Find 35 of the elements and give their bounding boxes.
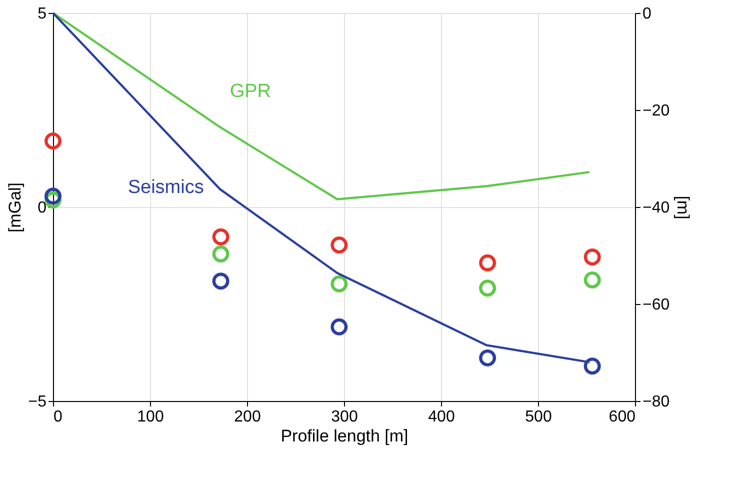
point: [584, 248, 601, 266]
x-tick-label: 0: [54, 408, 62, 426]
point: [479, 254, 496, 272]
y-axis-title: [mGal]: [5, 182, 24, 233]
y2-tick-label: −40: [642, 200, 670, 216]
x-tick-label: 500: [525, 408, 552, 426]
point: [584, 271, 601, 288]
point: [330, 318, 348, 336]
point: [212, 245, 230, 262]
point: [330, 275, 348, 292]
x-tick-label: 600: [608, 408, 636, 426]
x-axis-title: Profile length [m]: [280, 426, 408, 446]
y-tick-label: 5: [38, 6, 47, 22]
y2-tick-label: −60: [642, 296, 670, 314]
point: [212, 272, 230, 290]
y2-tick-label: −80: [642, 394, 670, 410]
point: [479, 349, 496, 366]
line-series: [52, 12, 591, 200]
y-tick-label: 0: [38, 200, 47, 216]
point: [212, 228, 230, 246]
point: [44, 188, 62, 205]
x-tick-label: 400: [428, 408, 455, 426]
x-tick-label: 100: [137, 408, 164, 426]
y-tick-label: −5: [28, 394, 47, 410]
point: [44, 132, 62, 150]
y2-tick-label: −20: [642, 102, 670, 120]
x-tick-label: 200: [234, 408, 261, 426]
point: [330, 236, 348, 254]
point: [584, 358, 601, 375]
x-tick-label: 300: [331, 408, 358, 426]
y2-tick-label: 0: [642, 6, 652, 22]
y2-axis-title: [m]: [674, 196, 693, 220]
series-label: GPR: [230, 80, 272, 102]
series-label: Seismics: [128, 177, 204, 198]
point: [479, 280, 496, 297]
